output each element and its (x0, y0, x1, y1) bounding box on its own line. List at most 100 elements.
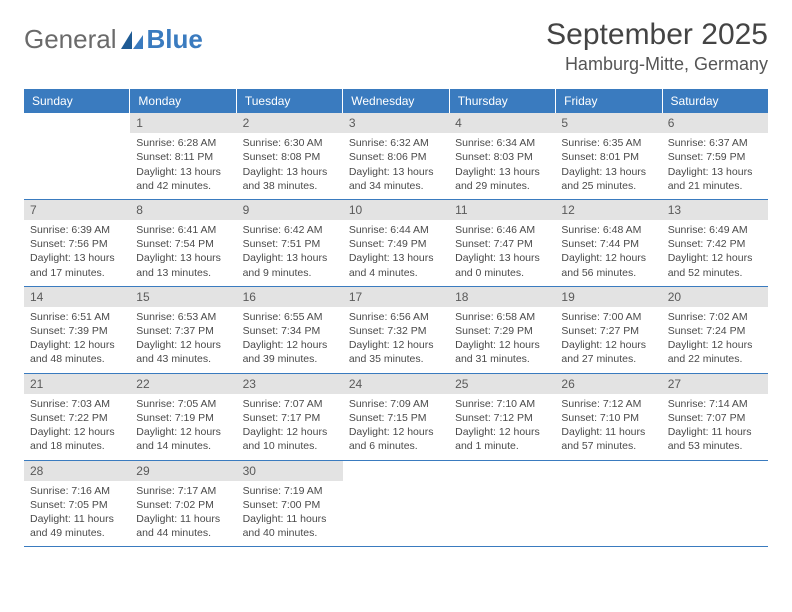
sunset-text: Sunset: 8:08 PM (243, 150, 337, 164)
daylight-text: Daylight: 12 hours and 56 minutes. (561, 251, 655, 279)
sunset-text: Sunset: 7:32 PM (349, 324, 443, 338)
day-cell: 27Sunrise: 7:14 AMSunset: 7:07 PMDayligh… (662, 374, 768, 460)
day-number: 14 (24, 287, 130, 307)
sunset-text: Sunset: 7:44 PM (561, 237, 655, 251)
sunrise-text: Sunrise: 6:46 AM (455, 223, 549, 237)
sunrise-text: Sunrise: 7:09 AM (349, 397, 443, 411)
day-number: 2 (237, 113, 343, 133)
daylight-text: Daylight: 12 hours and 48 minutes. (30, 338, 124, 366)
day-details: Sunrise: 6:37 AMSunset: 7:59 PMDaylight:… (662, 135, 768, 199)
day-cell: 18Sunrise: 6:58 AMSunset: 7:29 PMDayligh… (449, 287, 555, 373)
day-number: 30 (237, 461, 343, 481)
daylight-text: Daylight: 12 hours and 31 minutes. (455, 338, 549, 366)
sunset-text: Sunset: 7:39 PM (30, 324, 124, 338)
daylight-text: Daylight: 13 hours and 34 minutes. (349, 165, 443, 193)
day-number: 11 (449, 200, 555, 220)
day-cell: 13Sunrise: 6:49 AMSunset: 7:42 PMDayligh… (662, 200, 768, 286)
day-cell: 15Sunrise: 6:53 AMSunset: 7:37 PMDayligh… (130, 287, 236, 373)
sunrise-text: Sunrise: 7:02 AM (668, 310, 762, 324)
week-row: .1Sunrise: 6:28 AMSunset: 8:11 PMDayligh… (24, 113, 768, 200)
day-cell: 6Sunrise: 6:37 AMSunset: 7:59 PMDaylight… (662, 113, 768, 199)
daylight-text: Daylight: 13 hours and 42 minutes. (136, 165, 230, 193)
day-details: Sunrise: 6:28 AMSunset: 8:11 PMDaylight:… (130, 135, 236, 199)
sunset-text: Sunset: 7:27 PM (561, 324, 655, 338)
sunrise-text: Sunrise: 6:35 AM (561, 136, 655, 150)
day-number: 15 (130, 287, 236, 307)
dayname-header: Thursday (450, 89, 556, 113)
sunrise-text: Sunrise: 7:12 AM (561, 397, 655, 411)
sunset-text: Sunset: 7:49 PM (349, 237, 443, 251)
sunset-text: Sunset: 7:56 PM (30, 237, 124, 251)
sunset-text: Sunset: 7:54 PM (136, 237, 230, 251)
sunset-text: Sunset: 7:07 PM (668, 411, 762, 425)
daylight-text: Daylight: 11 hours and 53 minutes. (668, 425, 762, 453)
sunset-text: Sunset: 7:22 PM (30, 411, 124, 425)
day-number: 19 (555, 287, 661, 307)
dayname-header: Tuesday (237, 89, 343, 113)
logo: General Blue (24, 18, 203, 55)
day-number: 16 (237, 287, 343, 307)
day-details: Sunrise: 6:39 AMSunset: 7:56 PMDaylight:… (24, 222, 130, 286)
daylight-text: Daylight: 12 hours and 52 minutes. (668, 251, 762, 279)
day-number: 4 (449, 113, 555, 133)
day-cell: 11 Sunrise: 6:46 AMSunset: 7:47 PMDayligh… (449, 200, 555, 286)
sunrise-text: Sunrise: 7:14 AM (668, 397, 762, 411)
daylight-text: Daylight: 13 hours and 0 minutes. (455, 251, 549, 279)
sunset-text: Sunset: 7:59 PM (668, 150, 762, 164)
day-number: 28 (24, 461, 130, 481)
sunrise-text: Sunrise: 7:19 AM (243, 484, 337, 498)
sunrise-text: Sunrise: 7:07 AM (243, 397, 337, 411)
day-details: Sunrise: 6:42 AMSunset: 7:51 PMDaylight:… (237, 222, 343, 286)
sunset-text: Sunset: 7:47 PM (455, 237, 549, 251)
day-details: Sunrise: 6:41 AMSunset: 7:54 PMDaylight:… (130, 222, 236, 286)
day-number: 12 (555, 200, 661, 220)
sunrise-text: Sunrise: 6:28 AM (136, 136, 230, 150)
day-details: Sunrise: 6:55 AMSunset: 7:34 PMDaylight:… (237, 309, 343, 373)
day-cell: 16Sunrise: 6:55 AMSunset: 7:34 PMDayligh… (237, 287, 343, 373)
day-number: 6 (662, 113, 768, 133)
daylight-text: Daylight: 13 hours and 29 minutes. (455, 165, 549, 193)
day-cell: 19Sunrise: 7:00 AMSunset: 7:27 PMDayligh… (555, 287, 661, 373)
day-cell: . (24, 113, 130, 199)
sunrise-text: Sunrise: 7:00 AM (561, 310, 655, 324)
day-number: 21 (24, 374, 130, 394)
sunset-text: Sunset: 7:12 PM (455, 411, 549, 425)
sunrise-text: Sunrise: 6:32 AM (349, 136, 443, 150)
day-details: Sunrise: 7:09 AMSunset: 7:15 PMDaylight:… (343, 396, 449, 460)
day-details: Sunrise: 6:48 AMSunset: 7:44 PMDaylight:… (555, 222, 661, 286)
day-details: Sunrise: 6:51 AMSunset: 7:39 PMDaylight:… (24, 309, 130, 373)
sunrise-text: Sunrise: 6:30 AM (243, 136, 337, 150)
day-number: 17 (343, 287, 449, 307)
sunrise-text: Sunrise: 6:34 AM (455, 136, 549, 150)
day-cell: 22Sunrise: 7:05 AMSunset: 7:19 PMDayligh… (130, 374, 236, 460)
daylight-text: Daylight: 13 hours and 4 minutes. (349, 251, 443, 279)
day-details: Sunrise: 7:19 AMSunset: 7:00 PMDaylight:… (237, 483, 343, 547)
sunrise-text: Sunrise: 7:16 AM (30, 484, 124, 498)
day-cell: 30Sunrise: 7:19 AMSunset: 7:00 PMDayligh… (237, 461, 343, 547)
sunrise-text: Sunrise: 7:03 AM (30, 397, 124, 411)
daylight-text: Daylight: 12 hours and 43 minutes. (136, 338, 230, 366)
day-details: Sunrise: 7:00 AMSunset: 7:27 PMDaylight:… (555, 309, 661, 373)
daylight-text: Daylight: 11 hours and 40 minutes. (243, 512, 337, 540)
daylight-text: Daylight: 12 hours and 18 minutes. (30, 425, 124, 453)
calendar: SundayMondayTuesdayWednesdayThursdayFrid… (24, 89, 768, 547)
day-number: 9 (237, 200, 343, 220)
logo-text-blue: Blue (147, 24, 203, 55)
day-cell: 1Sunrise: 6:28 AMSunset: 8:11 PMDaylight… (130, 113, 236, 199)
day-cell: 5Sunrise: 6:35 AMSunset: 8:01 PMDaylight… (555, 113, 661, 199)
title-block: September 2025 Hamburg-Mitte, Germany (546, 18, 768, 75)
day-cell: . (662, 461, 768, 547)
day-cell: 20Sunrise: 7:02 AMSunset: 7:24 PMDayligh… (662, 287, 768, 373)
day-details: Sunrise: 6:32 AMSunset: 8:06 PMDaylight:… (343, 135, 449, 199)
day-cell: 26Sunrise: 7:12 AMSunset: 7:10 PMDayligh… (555, 374, 661, 460)
dayname-header: Wednesday (343, 89, 449, 113)
sunrise-text: Sunrise: 6:49 AM (668, 223, 762, 237)
day-number: 25 (449, 374, 555, 394)
week-row: 7Sunrise: 6:39 AMSunset: 7:56 PMDaylight… (24, 200, 768, 287)
logo-text-general: General (24, 24, 117, 55)
day-details: Sunrise: 6:56 AMSunset: 7:32 PMDaylight:… (343, 309, 449, 373)
week-row: 28Sunrise: 7:16 AMSunset: 7:05 PMDayligh… (24, 461, 768, 548)
sunrise-text: Sunrise: 6:55 AM (243, 310, 337, 324)
sunset-text: Sunset: 7:29 PM (455, 324, 549, 338)
day-cell: . (343, 461, 449, 547)
